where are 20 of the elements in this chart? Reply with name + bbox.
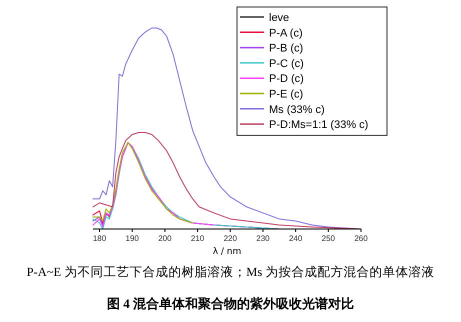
x-tick-label: 210 [190,234,205,243]
legend-label: P-A (c) [269,27,303,40]
legend-label: P-D:Ms=1:1 (33% c) [269,119,368,132]
x-tick-label: 190 [126,234,140,243]
x-axis-title: λ / nm [212,247,242,257]
x-tick-label: 260 [354,234,368,243]
x-tick-label: 230 [256,234,270,243]
legend-label: P-B (c) [269,42,304,55]
legend-label: Ms (33% c) [269,104,325,116]
x-tick-label: 180 [92,234,107,243]
x-tick-label: 200 [158,234,172,243]
x-tick-label: 250 [322,234,336,243]
legend-label: P-D (c) [269,73,304,86]
text: P-A~E 为不同工艺下合成的树脂溶液；Ms 为按合成配方混合的单体溶液 [26,264,434,279]
legend-label: P-C (c) [269,58,304,70]
text: 图 4 混合单体和聚合物的紫外吸收光谱对比 [107,296,354,311]
legend-label: leve [269,12,290,24]
legend-label: P-E (c) [269,88,304,100]
x-tick-label: 240 [288,234,303,243]
x-tick-label: 220 [224,234,238,243]
